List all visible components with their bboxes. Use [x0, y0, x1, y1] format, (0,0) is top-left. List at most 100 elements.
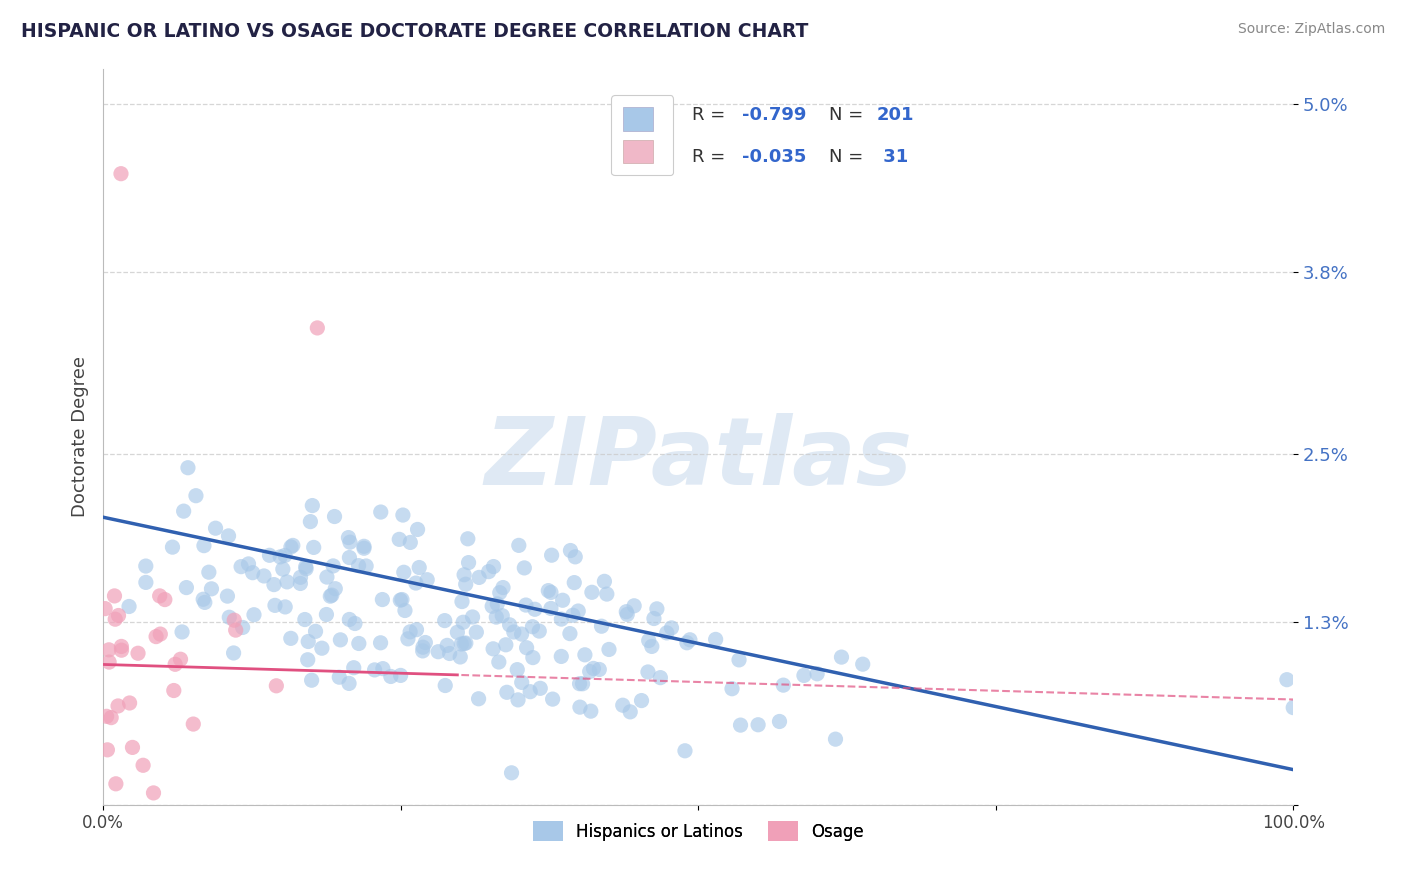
Point — [491, 608, 513, 623]
Text: N =: N = — [830, 148, 869, 166]
Point — [579, 704, 602, 718]
Point — [222, 646, 245, 660]
Point — [271, 562, 294, 576]
Point — [598, 642, 620, 657]
Point — [307, 321, 329, 335]
Point — [405, 576, 427, 591]
Point — [243, 607, 266, 622]
Point — [198, 565, 221, 579]
Point — [193, 592, 215, 607]
Text: 31: 31 — [877, 148, 908, 166]
Point — [433, 614, 456, 628]
Point — [412, 644, 434, 658]
Point — [263, 577, 285, 591]
Point — [290, 576, 312, 591]
Point — [110, 643, 132, 657]
Point — [451, 594, 474, 608]
Point — [107, 698, 129, 713]
Point — [540, 548, 562, 562]
Point — [162, 540, 184, 554]
Point — [104, 777, 127, 791]
Point — [412, 640, 434, 655]
Y-axis label: Doctorate Degree: Doctorate Degree — [72, 356, 89, 517]
Point — [465, 625, 488, 640]
Point — [574, 648, 596, 662]
Point — [337, 531, 360, 545]
Point — [337, 612, 360, 626]
Point — [593, 574, 616, 589]
Point — [516, 640, 538, 655]
Point — [486, 597, 509, 611]
Point — [495, 638, 517, 652]
Point — [637, 633, 659, 648]
Point — [415, 635, 437, 649]
Point — [772, 678, 794, 692]
Point — [297, 653, 319, 667]
Point — [446, 625, 468, 640]
Point — [571, 677, 593, 691]
Point — [118, 696, 141, 710]
Point — [200, 582, 222, 596]
Point — [280, 632, 302, 646]
Point — [630, 693, 652, 707]
Point — [481, 599, 503, 614]
Text: R =: R = — [692, 106, 731, 124]
Point — [540, 585, 562, 599]
Point — [704, 632, 727, 647]
Point — [323, 509, 346, 524]
Point — [768, 714, 790, 729]
Point — [405, 623, 427, 637]
Point — [793, 668, 815, 682]
Point — [163, 683, 186, 698]
Point — [96, 743, 118, 757]
Point — [457, 556, 479, 570]
Point — [353, 541, 375, 556]
Point — [322, 558, 344, 573]
Point — [450, 637, 472, 651]
Point — [728, 653, 751, 667]
Point — [274, 599, 297, 614]
Point — [1282, 700, 1305, 714]
Point — [508, 538, 530, 552]
Point — [97, 643, 120, 657]
Point — [302, 541, 325, 555]
Point — [103, 589, 125, 603]
Point — [389, 668, 412, 682]
Point — [343, 661, 366, 675]
Point — [98, 655, 121, 669]
Point — [562, 575, 585, 590]
Point — [153, 592, 176, 607]
Text: R =: R = — [692, 148, 731, 166]
Point — [100, 711, 122, 725]
Point — [482, 559, 505, 574]
Point — [224, 613, 246, 627]
Point — [118, 599, 141, 614]
Point — [643, 611, 665, 625]
Point — [550, 612, 572, 626]
Point — [616, 607, 638, 622]
Point — [363, 663, 385, 677]
Point — [391, 592, 413, 607]
Point — [354, 559, 377, 574]
Point — [830, 650, 852, 665]
Point — [371, 662, 394, 676]
Point — [127, 646, 149, 660]
Point — [204, 521, 226, 535]
Point — [232, 620, 254, 634]
Point — [523, 602, 546, 616]
Point — [290, 570, 312, 584]
Point — [394, 603, 416, 617]
Text: N =: N = — [830, 106, 869, 124]
Point — [454, 636, 477, 650]
Point — [181, 717, 204, 731]
Point — [132, 758, 155, 772]
Point — [578, 665, 600, 679]
Point — [110, 640, 132, 654]
Point — [173, 504, 195, 518]
Point — [135, 559, 157, 574]
Point — [408, 560, 430, 574]
Point — [315, 607, 337, 622]
Point — [337, 676, 360, 690]
Point — [568, 676, 591, 690]
Text: ZIPatlas: ZIPatlas — [484, 413, 912, 505]
